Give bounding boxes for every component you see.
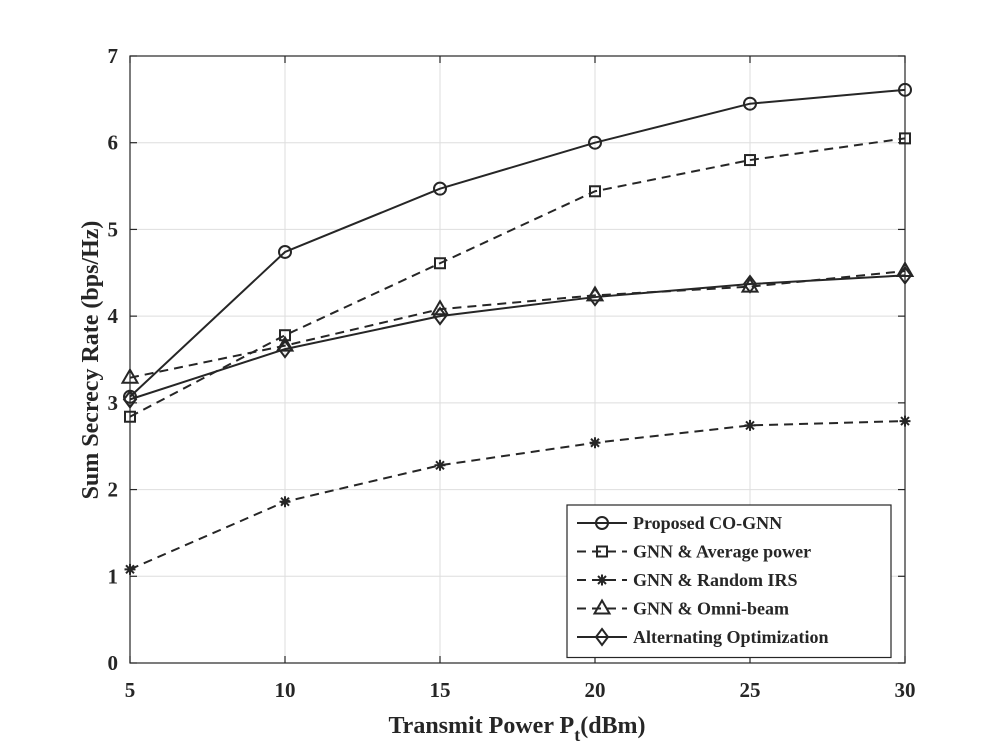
legend-item: Proposed CO-GNN [577, 513, 782, 533]
x-tick-label: 15 [430, 678, 451, 702]
data-point-square [589, 185, 601, 198]
y-tick-label: 7 [108, 44, 119, 68]
y-tick-label: 3 [108, 391, 119, 415]
x-tick-label: 25 [740, 678, 761, 702]
data-point-diamond [587, 287, 603, 307]
x-axis-label-main: Transmit Power P [388, 713, 574, 739]
legend-item: GNN & Average power [577, 542, 811, 562]
data-point-square [744, 154, 756, 167]
legend-item: Alternating Optimization [577, 627, 829, 647]
data-point-diamond [742, 274, 758, 294]
y-tick-label: 1 [108, 564, 119, 588]
y-tick-label: 2 [108, 478, 119, 502]
data-point-circle [743, 96, 757, 111]
series-line [129, 420, 906, 571]
y-tick-label: 4 [108, 304, 119, 328]
series-line [129, 274, 906, 401]
data-point-asterisk [279, 496, 291, 508]
data-point-asterisk [434, 459, 446, 471]
y-axis-label: Sum Secrecy Rate (bps/Hz) [78, 221, 104, 500]
legend-label: GNN & Average power [633, 542, 811, 562]
legend-marker-asterisk [596, 574, 608, 586]
data-point-circle [278, 244, 292, 259]
legend-item: GNN & Omni-beam [577, 598, 789, 619]
legend-label: Alternating Optimization [633, 627, 829, 647]
data-point-circle [588, 135, 602, 150]
axes-box [129, 55, 906, 664]
x-tick-labels: 5 10 15 20 25 30 [125, 678, 916, 702]
data-point-asterisk [589, 437, 601, 449]
series-line [129, 88, 906, 398]
series-line [129, 270, 906, 379]
legend-box [566, 504, 892, 659]
data-point-diamond [432, 306, 448, 326]
data-point-circle [433, 181, 447, 196]
y-tick-label: 0 [108, 651, 119, 675]
y-tick-label: 6 [108, 131, 119, 155]
data-point-triangle [430, 299, 450, 316]
x-tick-label: 20 [585, 678, 606, 702]
data-point-triangle [275, 335, 295, 352]
legend-marker-diamond [594, 627, 610, 647]
data-point-diamond [277, 339, 293, 359]
x-tick-label: 30 [895, 678, 916, 702]
x-axis-label-subscript: t [574, 725, 580, 745]
legend: Proposed CO-GNN GNN & Average power GNN & … [566, 504, 892, 659]
x-axis-label: Transmit Power Pt(dBm) [388, 713, 645, 745]
data-point-square [434, 257, 446, 270]
legend-label: GNN & Omni-beam [633, 599, 789, 619]
x-axis-label-unit: (dBm) [580, 713, 645, 739]
data-point-asterisk [744, 419, 756, 431]
grid-lines [130, 56, 905, 663]
legend-label: GNN & Random IRS [633, 570, 798, 590]
legend-item: GNN & Random IRS [577, 570, 798, 590]
x-tick-label: 5 [125, 678, 136, 702]
tick-marks [129, 55, 906, 664]
y-tick-labels: 0 1 2 3 4 5 6 7 [108, 44, 119, 675]
legend-marker-circle [595, 516, 609, 530]
legend-label: Proposed CO-GNN [633, 513, 782, 533]
x-tick-label: 10 [275, 678, 296, 702]
y-tick-label: 5 [108, 217, 119, 241]
legend-marker-square [596, 545, 608, 558]
legend-marker-triangle [592, 598, 612, 615]
